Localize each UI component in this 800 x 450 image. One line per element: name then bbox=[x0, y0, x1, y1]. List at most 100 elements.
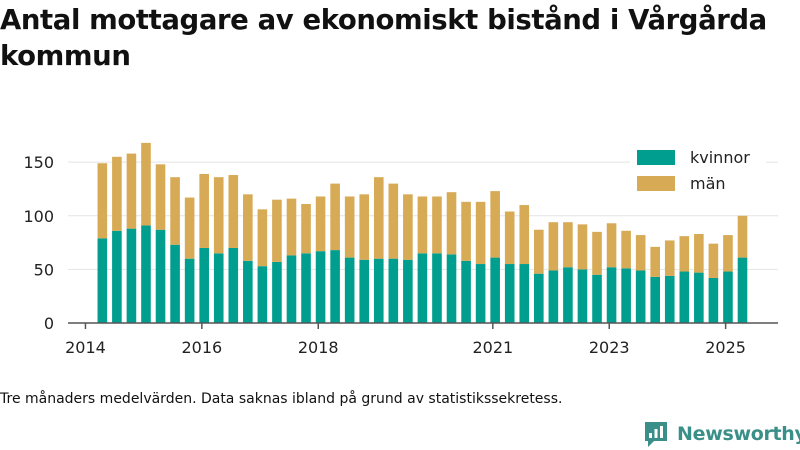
bar-man bbox=[446, 192, 457, 255]
bar-kvinnor bbox=[344, 257, 355, 323]
bar-kvinnor bbox=[301, 253, 311, 323]
bar-man bbox=[708, 243, 719, 278]
bar-kvinnor bbox=[504, 264, 515, 323]
bar-man bbox=[534, 229, 544, 274]
bar-kvinnor bbox=[315, 251, 326, 323]
bar-man bbox=[548, 222, 559, 271]
bar-man bbox=[664, 240, 675, 276]
legend-swatch-kvinnor bbox=[637, 150, 675, 165]
footnote: Tre månaders medelvärden. Data saknas ib… bbox=[0, 391, 563, 407]
bar-man bbox=[577, 224, 588, 270]
bar-man bbox=[97, 163, 108, 239]
bar-kvinnor bbox=[228, 247, 239, 323]
bar-kvinnor bbox=[635, 270, 646, 323]
y-tick-label: 100 bbox=[23, 207, 54, 226]
bar-man bbox=[504, 211, 515, 265]
bar-man bbox=[344, 196, 355, 258]
bar-kvinnor bbox=[723, 271, 733, 323]
bars bbox=[97, 142, 748, 323]
legend-swatch-man bbox=[637, 176, 675, 191]
bar-man bbox=[286, 198, 297, 256]
x-tick-label: 2025 bbox=[705, 338, 746, 357]
bar-kvinnor bbox=[679, 271, 690, 323]
bar-kvinnor bbox=[286, 255, 297, 323]
bar-kvinnor bbox=[475, 264, 486, 323]
bar-man bbox=[213, 177, 224, 254]
bar-kvinnor bbox=[563, 267, 573, 323]
bar-man bbox=[606, 223, 617, 268]
bar-man bbox=[417, 196, 428, 254]
bar-kvinnor bbox=[388, 258, 399, 323]
bar-kvinnor bbox=[490, 257, 500, 323]
bar-man bbox=[403, 194, 413, 260]
bar-kvinnor bbox=[621, 268, 631, 323]
bar-man bbox=[388, 183, 399, 259]
newsworthy-logo-icon bbox=[645, 422, 667, 447]
bar-kvinnor bbox=[155, 229, 166, 323]
bar-man bbox=[475, 201, 486, 265]
bar-kvinnor bbox=[373, 258, 384, 323]
y-tick-label: 150 bbox=[23, 153, 54, 172]
bar-kvinnor bbox=[417, 253, 428, 323]
newsworthy-logo-text: Newsworthy bbox=[677, 423, 800, 445]
bar-man bbox=[635, 235, 646, 271]
newsworthy-logo[interactable]: Newsworthy bbox=[643, 419, 800, 449]
legend-label-kvinnor: kvinnor bbox=[690, 148, 750, 167]
bar-man bbox=[563, 222, 573, 268]
bar-kvinnor bbox=[97, 238, 108, 323]
bar-kvinnor bbox=[708, 277, 719, 323]
bar-man bbox=[519, 205, 530, 265]
bar-kvinnor bbox=[737, 257, 748, 323]
bar-kvinnor bbox=[199, 247, 209, 323]
bar-kvinnor bbox=[170, 244, 180, 323]
bar-man bbox=[315, 196, 326, 252]
bar-kvinnor bbox=[330, 250, 340, 323]
x-tick-label: 2014 bbox=[65, 338, 106, 357]
bar-kvinnor bbox=[359, 259, 370, 323]
bar-man bbox=[650, 246, 660, 277]
bar-man bbox=[737, 215, 748, 258]
bar-kvinnor bbox=[664, 275, 675, 323]
bar-kvinnor bbox=[606, 267, 617, 323]
bar-kvinnor bbox=[534, 273, 544, 323]
bar-kvinnor bbox=[141, 225, 151, 323]
bar-man bbox=[490, 191, 500, 258]
x-tick-label: 2021 bbox=[472, 338, 513, 357]
bar-man bbox=[373, 177, 384, 259]
bar-man bbox=[257, 209, 268, 267]
bar-kvinnor bbox=[257, 266, 268, 323]
bar-man bbox=[621, 230, 631, 269]
bar-kvinnor bbox=[519, 264, 530, 323]
bar-man bbox=[155, 164, 166, 230]
bar-man bbox=[112, 156, 122, 231]
bar-man bbox=[723, 235, 733, 272]
bar-man bbox=[199, 173, 209, 248]
bar-kvinnor bbox=[213, 253, 224, 323]
bar-kvinnor bbox=[592, 274, 602, 323]
legend: kvinnor män bbox=[630, 145, 766, 201]
bar-man bbox=[243, 194, 253, 261]
x-tick-label: 2016 bbox=[181, 338, 222, 357]
bar-man bbox=[272, 199, 282, 262]
bar-man bbox=[301, 203, 311, 254]
legend-label-man: män bbox=[690, 174, 726, 193]
bar-kvinnor bbox=[432, 253, 442, 323]
bar-man bbox=[184, 197, 195, 259]
bar-kvinnor bbox=[112, 230, 122, 323]
bar-man bbox=[141, 142, 151, 226]
bar-man bbox=[461, 201, 471, 261]
bar-kvinnor bbox=[403, 259, 413, 323]
bar-kvinnor bbox=[461, 260, 471, 323]
bar-kvinnor bbox=[694, 272, 704, 323]
chart-title: Antal mottagare av ekonomiskt bistånd i … bbox=[0, 4, 767, 72]
y-tick-label: 50 bbox=[34, 260, 54, 279]
bar-kvinnor bbox=[446, 254, 457, 323]
bar-man bbox=[330, 183, 340, 251]
bar-man bbox=[592, 231, 602, 275]
bar-man bbox=[432, 196, 442, 254]
bar-kvinnor bbox=[577, 269, 588, 323]
bar-man bbox=[170, 177, 180, 245]
bar-man bbox=[679, 236, 690, 272]
bar-kvinnor bbox=[650, 276, 660, 323]
